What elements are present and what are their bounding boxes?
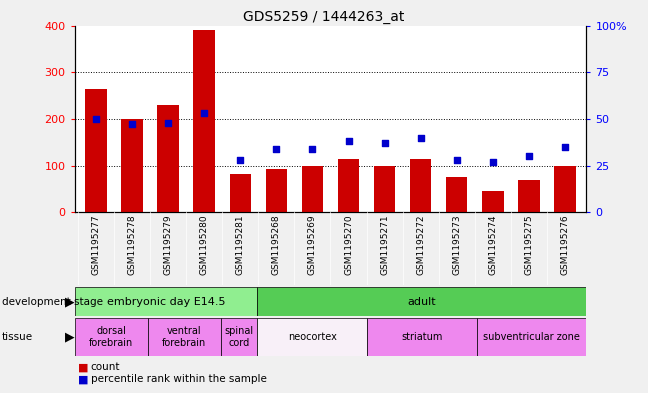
Bar — [446, 177, 467, 212]
Point — [235, 157, 246, 163]
Text: GSM1195278: GSM1195278 — [128, 215, 137, 275]
Text: count: count — [91, 362, 121, 373]
Bar — [367, 318, 477, 356]
Text: GSM1195270: GSM1195270 — [344, 215, 353, 275]
Text: GSM1195271: GSM1195271 — [380, 215, 389, 275]
Bar — [257, 318, 367, 356]
Text: GSM1195280: GSM1195280 — [200, 215, 209, 275]
Bar — [554, 165, 575, 212]
Point — [415, 134, 426, 141]
Point — [163, 119, 174, 126]
Bar — [121, 119, 143, 212]
Bar — [221, 318, 257, 356]
Text: GSM1195279: GSM1195279 — [164, 215, 173, 275]
Text: embryonic day E14.5: embryonic day E14.5 — [107, 297, 226, 307]
Text: subventricular zone: subventricular zone — [483, 332, 580, 342]
Text: GSM1195268: GSM1195268 — [272, 215, 281, 275]
Text: GSM1195281: GSM1195281 — [236, 215, 245, 275]
Bar — [75, 287, 257, 316]
Point — [560, 144, 570, 150]
Bar — [410, 158, 432, 212]
Bar — [257, 287, 586, 316]
Bar — [266, 169, 287, 212]
Text: adult: adult — [408, 297, 436, 307]
Text: ▶: ▶ — [65, 331, 75, 343]
Text: ■: ■ — [78, 374, 88, 384]
Text: GSM1195273: GSM1195273 — [452, 215, 461, 275]
Point — [452, 157, 462, 163]
Bar — [75, 318, 148, 356]
Point — [343, 138, 354, 144]
Point — [487, 159, 498, 165]
Point — [91, 116, 101, 122]
Bar — [301, 165, 323, 212]
Bar — [338, 158, 360, 212]
Text: GSM1195269: GSM1195269 — [308, 215, 317, 275]
Point — [524, 153, 534, 159]
Text: ventral
forebrain: ventral forebrain — [162, 326, 206, 348]
Text: GSM1195275: GSM1195275 — [524, 215, 533, 275]
Bar — [157, 105, 179, 212]
Bar — [148, 318, 221, 356]
Text: neocortex: neocortex — [288, 332, 336, 342]
Point — [379, 140, 389, 146]
Text: GSM1195276: GSM1195276 — [561, 215, 570, 275]
Bar — [86, 88, 107, 212]
Text: tissue: tissue — [2, 332, 33, 342]
Point — [127, 121, 137, 128]
Text: striatum: striatum — [401, 332, 443, 342]
Text: GDS5259 / 1444263_at: GDS5259 / 1444263_at — [243, 10, 405, 24]
Text: development stage: development stage — [2, 297, 103, 307]
Text: ■: ■ — [78, 362, 88, 373]
Text: percentile rank within the sample: percentile rank within the sample — [91, 374, 266, 384]
Bar — [229, 174, 251, 212]
Bar — [477, 318, 586, 356]
Text: GSM1195274: GSM1195274 — [488, 215, 497, 275]
Point — [199, 110, 209, 116]
Bar — [482, 191, 503, 212]
Text: GSM1195277: GSM1195277 — [91, 215, 100, 275]
Text: dorsal
forebrain: dorsal forebrain — [89, 326, 133, 348]
Bar — [194, 30, 215, 212]
Text: ▶: ▶ — [65, 295, 75, 308]
Text: spinal
cord: spinal cord — [224, 326, 253, 348]
Point — [307, 145, 318, 152]
Bar — [518, 180, 540, 212]
Bar — [374, 167, 395, 212]
Text: GSM1195272: GSM1195272 — [416, 215, 425, 275]
Point — [272, 145, 282, 152]
